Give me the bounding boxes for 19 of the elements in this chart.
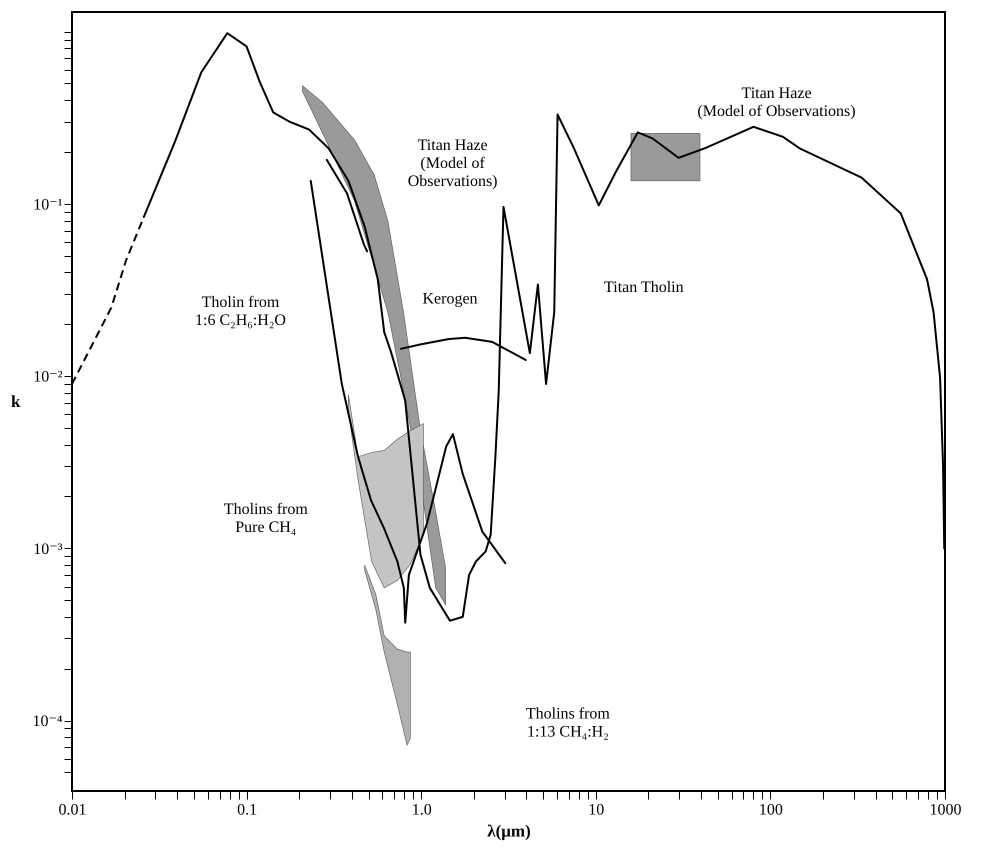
x-tick-label: 0.01	[58, 802, 86, 818]
annotation: Tholins from 1:13 CH₄:H₂	[526, 705, 610, 740]
annotation: Titan Haze (Model of Observations)	[697, 85, 856, 120]
x-axis-title: λ(μm)	[487, 822, 531, 840]
x-tick-label: 10	[588, 802, 604, 818]
annotation: Titan Haze (Model of Observations)	[408, 137, 498, 190]
annotation: Kerogen	[422, 290, 478, 308]
y-tick-label: 10⁻²	[33, 368, 63, 386]
annotation: Tholin from 1:6 C₂H₆:H₂O	[195, 294, 286, 329]
x-tick-label: 100	[758, 802, 783, 818]
x-tick-label: 0.1	[237, 802, 258, 818]
x-tick-label: 1.0	[412, 802, 432, 818]
annotation: Tholins from Pure CH₄	[224, 501, 308, 536]
annotation: Titan Tholin	[604, 278, 684, 296]
y-tick-label: 10⁻³	[33, 540, 63, 558]
x-tick-label: 1000	[930, 802, 962, 818]
y-axis-title: k	[11, 392, 22, 411]
y-tick-label: 10⁻⁴	[32, 713, 63, 730]
y-tick-label: 10⁻¹	[33, 196, 63, 214]
